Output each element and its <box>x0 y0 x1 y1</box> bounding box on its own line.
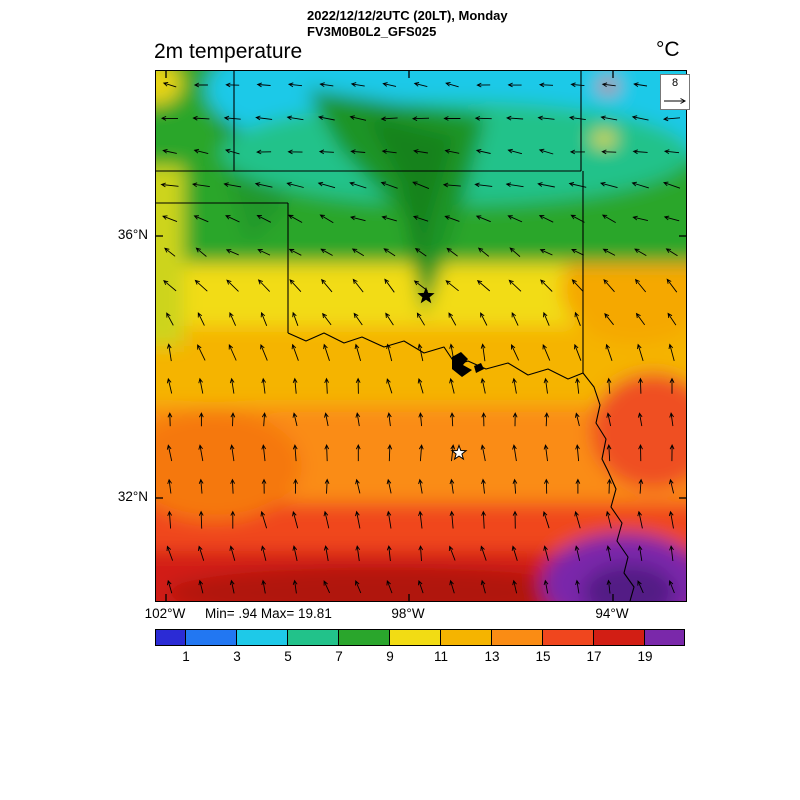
reference-vector-value: 8 <box>671 77 679 89</box>
colorbar-labels: 1 3 5 7 9 11 13 15 17 19 <box>155 649 685 665</box>
state-borders <box>156 71 635 601</box>
lon-label-102w: 102°W <box>144 606 186 621</box>
lon-label-94w: 94°W <box>595 606 629 621</box>
colorbar-tick-label: 5 <box>284 649 292 664</box>
colorbar-segment <box>339 629 390 646</box>
colorbar-segment <box>492 629 543 646</box>
map-area: 8 <box>155 70 690 602</box>
plot-title: 2m temperature <box>154 40 303 63</box>
min-max-stats: Min= .94 Max= 19.81 <box>205 606 332 621</box>
colorbar-segment <box>543 629 594 646</box>
colorbar-tick-label: 19 <box>637 649 653 664</box>
plot-header: 2022/12/12/2UTC (20LT), Monday FV3M0B0L2… <box>307 8 508 40</box>
lat-label-36n: 36°N <box>117 227 148 242</box>
temperature-field <box>156 71 686 601</box>
reference-vector-box: 8 <box>660 74 690 110</box>
colorbar-tick-label: 17 <box>586 649 602 664</box>
plot-datetime: 2022/12/12/2UTC (20LT), Monday <box>307 8 508 23</box>
map-layers <box>156 71 686 601</box>
colorbar-segment <box>186 629 237 646</box>
colorbar-segment <box>441 629 492 646</box>
lat-label-32n: 32°N <box>117 489 148 504</box>
colorbar-tick-label: 15 <box>535 649 551 664</box>
lake-shapes <box>452 352 484 377</box>
colorbar-tick-label: 3 <box>233 649 241 664</box>
lon-label-98w: 98°W <box>391 606 425 621</box>
colorbar-segment <box>237 629 288 646</box>
plot-model-id: FV3M0B0L2_GFS025 <box>307 24 437 39</box>
colorbar-tick-label: 9 <box>386 649 394 664</box>
colorbar-segment <box>594 629 645 646</box>
colorbar-tick-label: 11 <box>433 649 449 664</box>
colorbar-segment <box>390 629 441 646</box>
colorbar-tick-label: 13 <box>484 649 500 664</box>
reference-vector-arrow-icon <box>664 98 687 104</box>
colorbar <box>155 629 685 646</box>
colorbar-tick-label: 7 <box>335 649 343 664</box>
city-marker-open-star <box>450 444 468 461</box>
axis-ticks <box>156 71 686 601</box>
colorbar-segment <box>288 629 339 646</box>
colorbar-tick-label: 1 <box>182 649 190 664</box>
colorbar-segment <box>645 629 685 646</box>
plot-units: °C <box>656 38 680 61</box>
city-marker-filled-star <box>417 287 435 304</box>
colorbar-segment <box>155 629 186 646</box>
map-canvas <box>156 71 686 601</box>
wind-vector-layer <box>160 81 681 594</box>
